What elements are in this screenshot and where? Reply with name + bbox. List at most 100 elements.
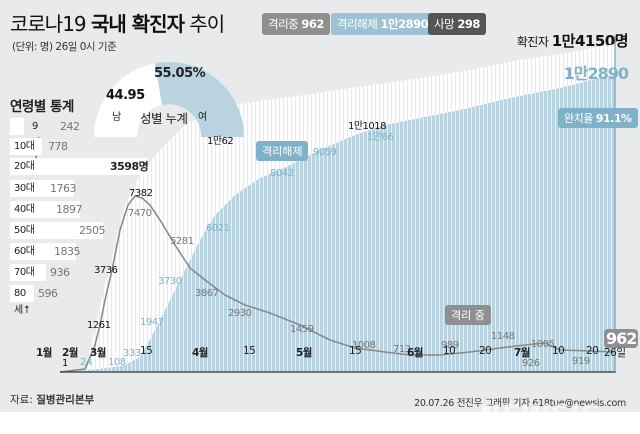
x-tick: 6월 [407,347,423,359]
x-tick: 20 [479,345,492,357]
point-label: 5281 [170,236,194,247]
released-area [60,74,615,372]
age-row-6: 60대 1835 [10,243,81,260]
age-value: 596 [38,287,58,300]
isolated-badge: 격리중 962 [262,13,330,35]
age-label: 70대 [14,267,35,278]
age-label: 40대 [14,204,35,215]
infographic-panel: 코로나19 국내 확진자 추이 (단위: 명) 26일 0시 기준 격리중 96… [0,0,640,412]
point-label: 1만1018 [348,121,387,132]
male-value: 44.95 [106,88,145,103]
age-row-5: 50대 2505 [10,222,106,239]
age-label: 50대 [14,225,35,236]
age-row-4: 40대 1897 [10,201,83,218]
point-label: 3736 [94,265,118,276]
newsis-watermark: NEWSIS [478,400,600,430]
point-label: 3730 [158,276,182,287]
point-label: 1만66 [367,132,394,143]
page-title: 코로나19 국내 확진자 추이 [10,8,225,37]
point-label: 108 [108,357,126,368]
point-label: 8042 [270,168,294,179]
confirmed-label: 확진자 [516,35,549,49]
deaths-badge-label: 사망 [434,17,455,31]
cure-rate-value: 91.1% [595,112,632,125]
female-segment [155,62,244,137]
point-label: 1 [62,358,68,369]
age-value: 1897 [56,203,83,216]
point-label: 1459 [290,324,314,335]
point-label: 1005 [531,339,555,350]
point-label: 7382 [129,188,153,199]
point-label: 24 [80,357,92,368]
source-note: 자료: 질병관리본부 [10,392,94,407]
age-row-3: 30대 1763 [10,180,77,197]
point-label: 7470 [128,208,152,219]
point-label: 1008 [352,340,376,351]
x-tick: 20 [586,345,599,357]
released-bubble: 격리해제 [256,141,309,161]
isolated-badge-value: 962 [301,17,324,31]
released-badge: 격리해제 1만2890 [331,13,435,35]
x-tick: 15 [243,345,256,357]
point-label: 2930 [228,308,252,319]
point-label: 1947 [140,317,164,328]
title-prefix: 코로나19 [10,12,87,36]
age-row-1: 10대 778 [10,138,68,155]
credit-line: 20.07.26 전진우 그래픽 기자 618tue@newsis.com [414,398,626,409]
age-value: 778 [48,140,68,153]
age-value: 3598명 [110,160,149,173]
age-label: 20대 [14,161,35,172]
point-label: 1261 [87,320,111,331]
female-label: 여 [198,112,208,123]
isolated-line [59,195,616,373]
female-value: 55.05% [154,66,206,81]
x-tick: 15 [349,345,362,357]
age-value: 1763 [50,182,77,195]
unit-subtitle: (단위: 명) 26일 0시 기준 [12,41,117,53]
male-label: 남 [112,112,122,123]
age-value: 2505 [79,224,106,237]
age-value: 936 [50,266,70,279]
deaths-badge-value: 298 [457,17,480,31]
title-suffix: 추이 [189,12,225,36]
point-label: 713 [393,344,411,355]
isolated-bubble: 격리 중 [445,305,491,325]
age-label: 10대 [14,141,35,152]
released-badge-label: 격리해제 [337,17,378,31]
age-label: 60대 [14,246,35,257]
x-tick: 3월 [90,347,106,359]
point-label: 926 [522,358,540,369]
age-label: 30대 [14,183,35,194]
cure-rate-label: 완치율 [564,112,593,125]
point-label: 989 [441,340,459,351]
title-bold: 국내 확진자 [91,12,185,36]
x-tick: 10 [552,345,565,357]
age-row-2: 20대 3598명 [10,158,149,175]
x-tick: 15 [140,345,153,357]
point-label: 919 [572,356,590,367]
x-tick: 7월 [514,347,530,359]
last-isolated-value: 962 [604,329,639,348]
point-label: 6021 [206,223,230,234]
x-tick: 5월 [296,347,312,359]
point-label: 1만62 [207,136,234,147]
x-tick: 4월 [192,347,208,359]
released-badge-value: 1만2890 [380,17,429,31]
age-row-0: 9세↓ 242 [10,118,80,166]
point-label: 1148 [491,331,515,342]
cure-rate-callout: 완치율 91.1% [558,108,638,128]
age-row-8: 80세↑ 596 [10,285,58,316]
deaths-badge: 사망 298 [428,13,486,35]
age-row-7: 70대 936 [10,264,70,281]
male-segment [94,63,162,137]
point-label: 3867 [195,288,219,299]
source-value: 질병관리본부 [36,394,95,406]
gender-donut [94,62,244,137]
age-value: 1835 [54,245,81,258]
isolated-badge-label: 격리중 [268,17,299,31]
point-label: 9059 [313,147,337,158]
cumulative-area-chart [59,36,616,373]
x-tick: 1월 [36,347,52,359]
x-tick: 10 [443,345,456,357]
gender-title: 성별 누계 [140,111,188,126]
